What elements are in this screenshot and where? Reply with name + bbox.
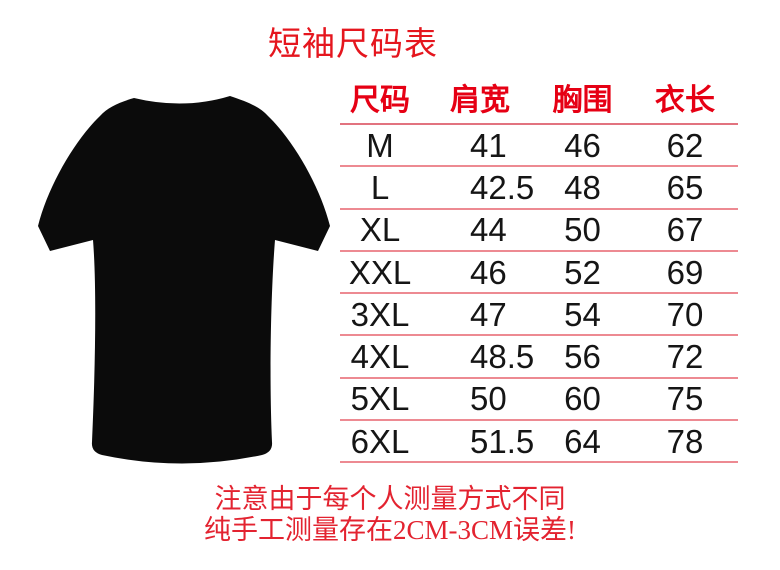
shoulder-value: 47	[470, 295, 507, 333]
chest-value: 60	[564, 380, 601, 418]
chest-value: 54	[564, 295, 601, 333]
table-row: 6XL 51.5 64 78	[340, 421, 738, 464]
table-row: 4XL 48.5 56 72	[340, 336, 738, 379]
length-value: 62	[666, 126, 704, 164]
length-value: 67	[666, 211, 704, 249]
column-header-chest: 胸围	[552, 83, 613, 117]
size-value: XXL	[348, 253, 412, 291]
measurement-note: 注意由于每个人测量方式不同 纯手工测量存在2CM-3CM误差!	[0, 484, 780, 546]
size-value: 5XL	[350, 380, 410, 418]
table-row: 3XL 47 54 70	[340, 294, 738, 337]
length-value: 78	[666, 422, 704, 460]
size-value: L	[370, 168, 390, 206]
length-value: 72	[666, 338, 704, 376]
shoulder-value: 51.5	[470, 422, 535, 460]
table-row: M 41 46 62	[340, 125, 738, 168]
table-row: XL 44 50 67	[340, 210, 738, 252]
size-value: M	[366, 126, 394, 164]
chest-value: 46	[564, 126, 601, 164]
length-value: 69	[666, 253, 704, 291]
note-line-1: 注意由于每个人测量方式不同	[214, 484, 566, 514]
size-table-header-row: 尺码 肩宽 胸围 衣长	[340, 78, 738, 125]
length-value: 75	[666, 380, 704, 418]
shoulder-value: 44	[470, 211, 507, 249]
note-line-2: 纯手工测量存在2CM-3CM误差!	[203, 515, 576, 545]
size-value: 3XL	[350, 295, 410, 333]
column-header-shoulder: 肩宽	[450, 83, 510, 117]
shoulder-value: 50	[470, 380, 507, 418]
shoulder-value: 46	[470, 253, 507, 291]
shoulder-value: 48.5	[470, 338, 535, 376]
length-value: 65	[666, 168, 704, 206]
chest-value: 50	[564, 211, 601, 249]
size-table: 尺码 肩宽 胸围 衣长 M 41 46 62 L 42.5 48 65 XL 4…	[340, 78, 738, 464]
page-title: 短袖尺码表	[268, 27, 438, 63]
size-value: 6XL	[350, 422, 410, 460]
chest-value: 56	[564, 338, 601, 376]
table-row: L 42.5 48 65	[340, 167, 738, 210]
shoulder-value: 42.5	[470, 168, 535, 206]
table-row: XXL 46 52 69	[340, 252, 738, 295]
column-header-length: 衣长	[655, 83, 715, 117]
size-value: 4XL	[350, 338, 410, 376]
length-value: 70	[666, 295, 704, 333]
tshirt-back-silhouette-icon	[38, 96, 330, 464]
size-value: XL	[359, 211, 401, 249]
chest-value: 48	[564, 168, 601, 206]
chest-value: 52	[564, 253, 601, 291]
column-header-size: 尺码	[350, 83, 410, 117]
shoulder-value: 41	[470, 126, 507, 164]
chest-value: 64	[564, 422, 601, 460]
table-row: 5XL 50 60 75	[340, 379, 738, 422]
tshirt-image	[34, 90, 334, 475]
